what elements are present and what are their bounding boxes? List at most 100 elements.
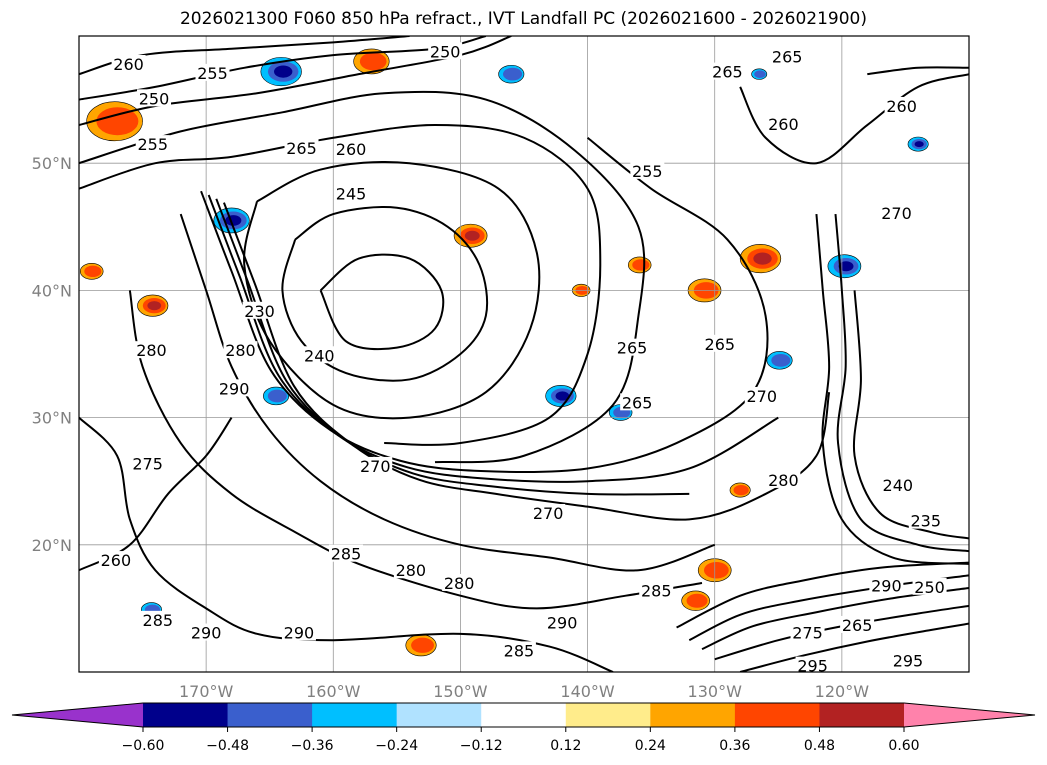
contour-label-bg bbox=[223, 341, 258, 359]
anomaly-core-3 bbox=[225, 215, 242, 226]
contour-labels: 260 255 250 255 265 260 245 250 255 265 265 260 260 2… bbox=[98, 42, 947, 676]
colorbar-tick-label: −0.60 bbox=[122, 738, 165, 754]
contour-label-bg bbox=[908, 511, 943, 529]
colorbar-tick-label: 0.48 bbox=[804, 738, 835, 754]
contour-label: 290 bbox=[191, 624, 222, 643]
contour-label: 265 bbox=[842, 616, 873, 635]
gridlines bbox=[79, 36, 969, 672]
contour-label-bg bbox=[98, 551, 133, 569]
contour-label-bg bbox=[281, 623, 316, 641]
contour-label: 245 bbox=[336, 185, 367, 204]
contour-245 bbox=[281, 206, 489, 382]
contour-label: 270 bbox=[360, 457, 391, 476]
contour-label: 230 bbox=[244, 302, 275, 321]
contour-270 bbox=[815, 213, 969, 565]
contour-label: 250 bbox=[914, 578, 945, 597]
map-frame bbox=[78, 35, 970, 673]
contour-label-bg bbox=[912, 577, 947, 595]
contour-label: 290 bbox=[547, 613, 578, 632]
contour-265 bbox=[739, 73, 969, 165]
contour-255 bbox=[79, 124, 602, 446]
colorbar-segment bbox=[819, 703, 905, 727]
contour-260 bbox=[79, 90, 646, 464]
contour-label: 290 bbox=[284, 624, 315, 643]
contour-label: 255 bbox=[197, 64, 228, 83]
contour-label: 265 bbox=[622, 393, 653, 412]
anomaly-core-7 bbox=[753, 252, 772, 265]
anomaly-mid-19 bbox=[733, 485, 749, 496]
contour-label-bg bbox=[393, 561, 428, 579]
colorbar-segment bbox=[143, 703, 229, 727]
contour-label-bg bbox=[135, 135, 170, 153]
contour-label-bg bbox=[334, 184, 369, 202]
lon-tick-label: 160°W bbox=[306, 682, 361, 701]
contour-label-bg bbox=[884, 96, 919, 114]
contour-label: 265 bbox=[712, 63, 743, 82]
anomaly-mid-18 bbox=[632, 259, 650, 271]
contour-label: 260 bbox=[886, 97, 917, 116]
anomaly-mid-13 bbox=[267, 389, 287, 403]
contour-label-bg bbox=[770, 47, 805, 65]
contour-label: 265 bbox=[705, 335, 736, 354]
contour-label: 270 bbox=[881, 204, 912, 223]
anomaly-mid-0 bbox=[96, 107, 139, 136]
anomaly-mid-2 bbox=[359, 52, 387, 71]
colorbar-tick-label: −0.12 bbox=[460, 738, 503, 754]
contour-label: 250 bbox=[430, 42, 461, 61]
lat-tick-label: 30°N bbox=[32, 409, 72, 428]
contour-280 bbox=[223, 202, 831, 521]
contour-label: 235 bbox=[910, 512, 941, 531]
contour-label-bg bbox=[869, 576, 904, 594]
contour-label: 285 bbox=[641, 582, 672, 601]
lon-tick-label: 130°W bbox=[688, 682, 743, 701]
chart-title: 2026021300 F060 850 hPa refract., IVT La… bbox=[179, 9, 867, 29]
contour-label-bg bbox=[710, 62, 745, 80]
contour-265 bbox=[701, 587, 969, 651]
contour-label-bg bbox=[890, 651, 925, 669]
contour-label-bg bbox=[111, 54, 146, 72]
anomaly-mid-16 bbox=[411, 637, 434, 653]
anomaly-mid-6 bbox=[84, 265, 102, 278]
lon-tick-label: 140°W bbox=[560, 682, 615, 701]
contour-label-bg bbox=[140, 610, 175, 628]
contour-label: 280 bbox=[225, 341, 256, 360]
contour-label-bg bbox=[242, 301, 277, 319]
contour-label: 280 bbox=[396, 561, 427, 580]
contour-label-bg bbox=[428, 42, 463, 60]
colorbar-segment bbox=[312, 703, 398, 727]
contour-label-bg bbox=[840, 615, 875, 633]
contour-label-bg bbox=[545, 613, 580, 631]
colorbar: −0.60 −0.48 −0.36 −0.24 −0.12 0.12 0.24 0.36 0.4… bbox=[11, 702, 1036, 754]
contour-240 bbox=[852, 290, 969, 540]
colorbar-segment bbox=[650, 703, 736, 727]
contour-label-bg bbox=[358, 456, 393, 474]
anomaly-mid-14 bbox=[703, 561, 729, 579]
contour-label-bg bbox=[531, 504, 566, 521]
contour-label-bg bbox=[744, 386, 779, 404]
contour-label: 285 bbox=[504, 641, 535, 660]
contour-label-bg bbox=[702, 334, 737, 352]
contour-label-bg bbox=[615, 338, 650, 356]
anomaly-core-9 bbox=[838, 261, 854, 272]
anomaly-core-1 bbox=[274, 65, 293, 78]
contour-label-bg bbox=[134, 341, 169, 359]
contour-290 bbox=[676, 561, 969, 629]
contour-label-bg bbox=[329, 544, 363, 562]
contour-label: 255 bbox=[137, 135, 168, 154]
contour-label-bg bbox=[766, 470, 801, 488]
contour-label: 255 bbox=[632, 162, 663, 181]
contour-label: 280 bbox=[444, 574, 475, 593]
contour-label: 260 bbox=[336, 140, 367, 159]
contour-label-bg bbox=[334, 140, 369, 158]
contour-295 bbox=[739, 622, 969, 672]
contour-285 bbox=[179, 213, 716, 572]
contour-label: 290 bbox=[871, 577, 902, 596]
anomaly-mid-15 bbox=[686, 593, 708, 608]
contour-label: 240 bbox=[304, 346, 335, 365]
contour-label: 295 bbox=[797, 657, 828, 676]
contour-label: 240 bbox=[883, 476, 914, 495]
anomaly-core-5 bbox=[147, 301, 162, 311]
contour-label-bg bbox=[189, 623, 224, 641]
contour-label-bg bbox=[795, 656, 830, 672]
anomaly-mid-23 bbox=[503, 67, 523, 81]
